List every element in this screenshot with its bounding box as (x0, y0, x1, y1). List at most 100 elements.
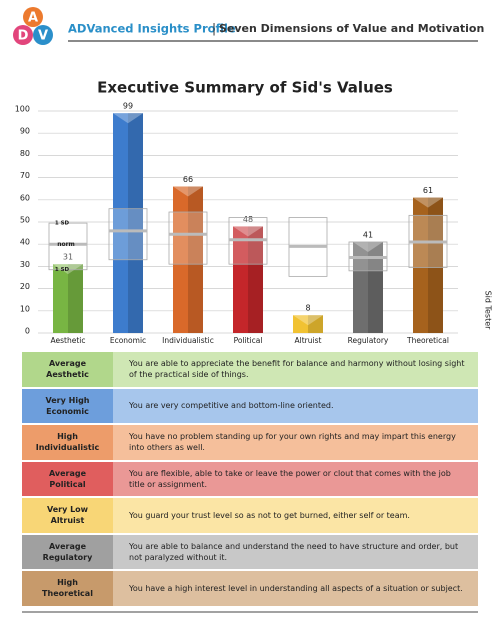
level: Average (48, 541, 87, 551)
level-cell: High Individualistic (22, 425, 113, 460)
subtitle: Seven Dimensions of Value and Motivation (219, 22, 484, 35)
y-tick-label: 50 (20, 216, 30, 225)
value-label: 66 (183, 175, 193, 184)
y-tick-label: 10 (20, 304, 30, 313)
bar (293, 315, 323, 333)
level-cell: Very Low Altruist (22, 498, 113, 533)
bar-body (113, 113, 143, 333)
table-row: Average Regulatory You are able to balance… (22, 534, 478, 569)
bar-shade (188, 186, 203, 333)
bar (173, 186, 203, 333)
y-tick-label: 20 (20, 282, 30, 291)
value-label: 48 (243, 215, 253, 224)
description: You have no problem standing up for your… (129, 432, 456, 453)
description-cell: You are able to appreciate the benefit f… (113, 352, 478, 387)
value-label: 8 (305, 304, 310, 313)
y-tick-label: 90 (20, 127, 30, 136)
bar-body (233, 226, 263, 333)
level-cell: Average Political (22, 461, 113, 496)
band-label: 1 SD (55, 267, 70, 273)
bar-cap (353, 241, 383, 252)
y-tick-label: 100 (15, 105, 30, 114)
description-cell: You have no problem standing up for your… (113, 425, 478, 460)
logo-letter: D (18, 29, 29, 44)
logo-letter: A (28, 11, 38, 26)
description: You are able to balance and understand t… (129, 541, 459, 562)
value-label: 99 (123, 102, 133, 111)
separator: | (212, 22, 216, 36)
dimension: Theoretical (42, 589, 93, 599)
x-tick-label: Economic (110, 336, 146, 345)
bar (113, 113, 143, 333)
logo-circle (23, 7, 43, 27)
dimension: Aesthetic (46, 370, 89, 380)
level-cell: Very High Economic (22, 388, 113, 423)
dimension: Political (49, 479, 86, 489)
description-cell: You are flexible, able to take or leave … (113, 461, 478, 496)
description: You are flexible, able to take or leave … (129, 468, 451, 489)
y-tick-label: 0 (25, 327, 30, 336)
table-row: Very High Economic You are very competitiv… (22, 388, 478, 423)
level: Very Low (46, 505, 89, 515)
x-tick-label: Political (234, 336, 263, 345)
side-label: Sid Tester (484, 291, 493, 331)
bar-cap (293, 315, 323, 326)
bar-body (293, 315, 323, 333)
bar (233, 226, 263, 333)
table-row: Very Low Altruist You guard your trust lev… (22, 498, 478, 533)
level: High (57, 432, 78, 442)
logo-letter: V (38, 29, 48, 44)
y-tick-label: 70 (20, 171, 30, 180)
bar-shade (308, 315, 323, 333)
description-cell: You guard your trust level so as not to … (113, 498, 478, 533)
level-cell: Average Aesthetic (22, 352, 113, 387)
dimension: Individualistic (35, 443, 100, 453)
y-tick-label: 80 (20, 149, 30, 158)
x-tick-label: Individualistic (162, 336, 214, 345)
bar-cap (113, 113, 143, 124)
level-cell: High Theoretical (22, 571, 113, 606)
y-tick-label: 30 (20, 260, 30, 269)
description: You have a high interest level in unders… (129, 583, 463, 593)
value-label: 41 (363, 230, 373, 239)
bar-cap (53, 264, 83, 275)
bar-body (53, 264, 83, 333)
x-tick-label: Altruist (295, 336, 322, 345)
level: Very High (45, 395, 90, 405)
sd-band (168, 211, 208, 265)
bar-body (413, 197, 443, 333)
table-row: High Individualistic You have no problem s… (22, 425, 478, 460)
band-label: norm (57, 241, 75, 248)
x-tick-label: Aesthetic (51, 336, 86, 345)
description-cell: You are very competitive and bottom-line… (113, 388, 478, 423)
brand: ADVanced Insights Profile (68, 22, 236, 36)
description-cell: You are able to balance and understand t… (113, 534, 478, 569)
table-row: High Theoretical You have a high interest … (22, 571, 478, 606)
bar (53, 264, 83, 333)
y-tick-label: 40 (20, 238, 30, 247)
bar (413, 197, 443, 333)
bar-shade (428, 197, 443, 333)
sd-band (48, 222, 88, 271)
logo-circle (33, 25, 53, 45)
description-cell: You have a high interest level in unders… (113, 571, 478, 606)
bar-shade (68, 264, 83, 333)
summary-table: Average Aesthetic You are able to apprecia… (22, 352, 478, 608)
level: Average (48, 359, 87, 369)
value-label: 61 (423, 186, 433, 195)
dimension: Regulatory (42, 552, 93, 562)
x-tick-label: Theoretical (406, 336, 449, 345)
bar-shade (368, 241, 383, 333)
bar-cap (413, 197, 443, 208)
table-row: Average Political You are flexible, able t… (22, 461, 478, 496)
x-tick-label: Regulatory (348, 336, 389, 345)
dimension: Economic (46, 406, 89, 416)
dimension: Altruist (50, 516, 85, 526)
logo-circle (13, 25, 33, 45)
chart-title: Executive Summary of Sid's Values (97, 79, 393, 97)
bar-cap (233, 226, 263, 237)
level: High (57, 578, 78, 588)
bar-shade (128, 113, 143, 333)
